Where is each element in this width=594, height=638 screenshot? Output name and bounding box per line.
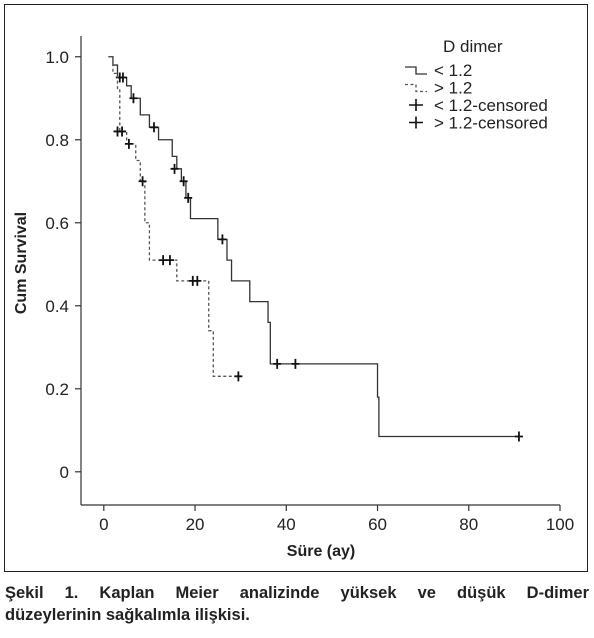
legend-swatch-censor (409, 99, 423, 111)
km-chart: 0 0.2 0.4 0.6 0.8 1.0 0 20 40 60 80 100 D dimer < 1.… (13, 36, 574, 560)
x-tick-label: 60 (368, 515, 387, 534)
figure-caption: Şekil 1. Kaplan Meier analizinde yüksek … (5, 582, 589, 626)
legend-swatch-censor (409, 116, 423, 129)
censor-mark (118, 72, 127, 83)
censor-mark (291, 358, 300, 369)
x-tick-label: 0 (99, 515, 108, 534)
x-axis-label: Süre (ay) (287, 543, 355, 560)
caption-line-1: Şekil 1. Kaplan Meier analizinde yüksek … (5, 584, 589, 602)
legend-entry-label: < 1.2-censored (434, 96, 548, 115)
censor-mark (234, 371, 243, 382)
censor-mark (179, 176, 188, 187)
legend-entry-label: < 1.2 (434, 61, 472, 80)
legend-entry-label: > 1.2 (434, 79, 472, 98)
censor-mark (170, 163, 179, 174)
legend-entry-label: > 1.2-censored (434, 114, 548, 133)
y-tick-label: 0.8 (45, 131, 69, 150)
censor-mark (149, 122, 158, 133)
censor-mark (124, 138, 133, 149)
censor-mark (193, 275, 202, 286)
censor-mark (218, 234, 227, 245)
axes: 0 0.2 0.4 0.6 0.8 1.0 0 20 40 60 80 100 (45, 36, 574, 534)
legend-title: D dimer (443, 37, 503, 56)
y-axis-label: Cum Survival (13, 212, 30, 314)
censor-mark (273, 358, 282, 369)
x-tick-label: 100 (546, 515, 574, 534)
x-tick-label: 40 (277, 515, 296, 534)
y-tick-label: 0.6 (45, 214, 69, 233)
x-tick-label: 80 (459, 515, 478, 534)
censor-mark (514, 431, 523, 442)
censor-mark (159, 255, 168, 266)
censor-mark (165, 255, 174, 266)
legend-swatch-line (405, 83, 427, 93)
y-tick-label: 1.0 (45, 48, 69, 67)
survival-curves (108, 56, 523, 442)
censor-mark (138, 176, 147, 187)
censor-mark (129, 93, 138, 104)
y-tick-label: 0.4 (45, 297, 69, 316)
y-tick-label: 0.2 (45, 380, 69, 399)
censor-mark (184, 192, 193, 203)
legend: D dimer < 1.2> 1.2< 1.2-censored> 1.2-cen… (405, 37, 548, 133)
caption-line-2: düzeylerinin sağkalımla ilişkisi. (5, 606, 250, 624)
y-tick-label: 0 (60, 463, 69, 482)
figure-frame (4, 4, 588, 572)
censor-mark (118, 126, 127, 137)
legend-swatch-line (405, 66, 427, 75)
x-tick-label: 20 (186, 515, 205, 534)
series-line-high (108, 56, 241, 377)
